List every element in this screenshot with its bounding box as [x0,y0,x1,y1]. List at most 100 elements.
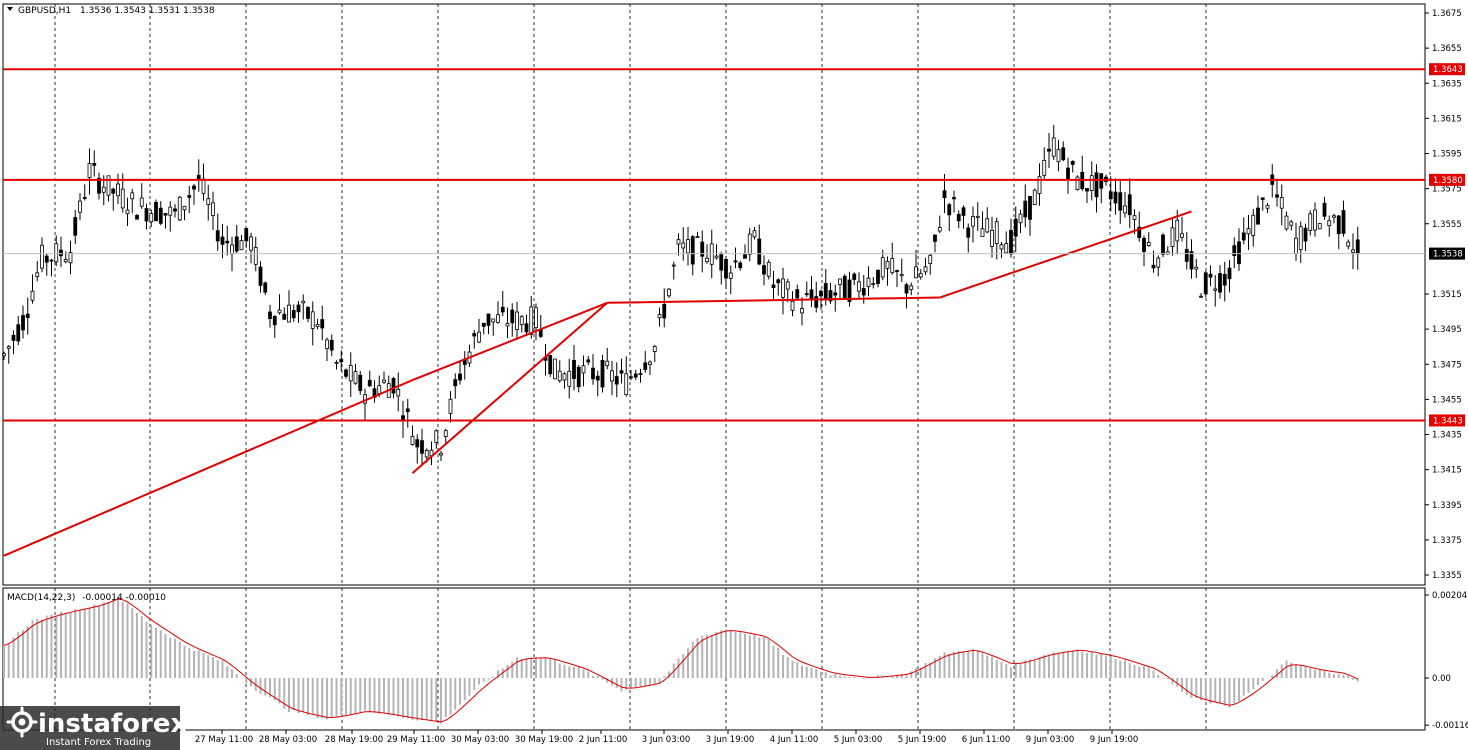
candle-body-bear [1028,195,1032,220]
candle [1142,235,1146,267]
candle-body-bear [762,265,766,275]
candle [54,235,59,266]
candle [1351,233,1355,270]
candle-body-bear [1336,215,1341,235]
macd-tick-label: 0.00 [1432,674,1451,684]
candle-body-bull [54,243,59,263]
candle-body-bear [1061,147,1066,161]
candle [462,351,467,380]
candle-body-bear [1161,234,1165,255]
candle-body-bull [1213,288,1218,291]
candle [296,300,301,323]
candle-body-bear [548,355,553,375]
candle [557,360,562,383]
price-tick-label: 1.3635 [1432,79,1462,89]
candle [491,318,496,336]
candle-body-bull [201,178,206,194]
dropdown-triangle-icon[interactable] [7,7,13,11]
candle [515,301,519,340]
candle [1023,184,1028,228]
candle-body-bull [648,361,652,366]
candle [1313,202,1317,237]
candle-body-bull [1199,295,1203,298]
candle [538,314,543,339]
candle-body-bear [1241,232,1246,241]
candle-body-bear [538,329,543,337]
macd-header: MACD(14,22,3) -0.00014 -0.00010 [7,593,166,603]
candle-body-bear [952,197,956,200]
candle [201,163,206,201]
trendlines [3,210,1192,557]
candle-body-bear [244,228,249,242]
macd-tick-label: 0.00204 [1432,591,1467,601]
candle [657,307,662,327]
candle-body-bear [1118,192,1123,211]
candle [1009,218,1013,258]
price-tick-label: 1.3455 [1432,395,1462,405]
candle-body-bull [168,206,173,216]
candle-body-bull [714,255,719,259]
level-label-bg [1429,414,1465,427]
candle [961,205,966,229]
candle-body-bull [439,452,443,456]
candle-body-bull [1123,205,1127,214]
candle-body-bear [876,269,880,284]
candle-body-bear [1070,161,1075,165]
candle [842,274,847,300]
candle [605,347,610,370]
candle [220,223,225,259]
candle-body-bull [1032,189,1037,205]
candle [752,226,757,240]
time-label: 9 Jun 19:00 [1090,735,1139,745]
candle [1241,217,1246,245]
candle [168,201,173,232]
candle [1332,213,1336,224]
candle-body-bull [116,183,120,197]
candle [643,350,648,373]
candle-body-bull [534,307,538,329]
candle [762,255,766,286]
candle [1170,218,1175,256]
candle [1298,221,1303,263]
candle-body-bear [367,379,372,387]
candle [325,337,329,362]
time-label: 2 Jun 11:00 [579,735,628,745]
candle [1047,133,1051,168]
candle-body-bear [956,213,961,222]
candle-body-bear [795,289,800,299]
candle-body-bear [320,319,325,329]
candle-body-bull [871,283,876,285]
candle-body-bear [344,369,348,377]
candle-body-bear [97,177,101,194]
candle [1013,206,1018,253]
candle-body-bull [605,360,610,366]
candle [500,290,505,316]
candle-body-bear [510,309,515,324]
candle [339,350,344,372]
candle-body-bear [272,315,277,326]
candle [952,190,956,213]
candle [1146,232,1151,247]
candle-body-bull [667,288,671,297]
candle-body-bull [125,209,130,215]
candle-body-bear [586,359,591,363]
candle-body-bull [1175,219,1180,242]
candle [443,428,448,444]
candle-body-bull [1294,237,1298,254]
candle-body-bear [738,262,743,269]
candle [923,257,928,276]
candle-body-bull [63,258,68,263]
candle [928,253,933,275]
candle-body-bull [880,257,885,278]
candle [1222,261,1227,302]
candle [809,275,814,308]
candle [686,226,690,266]
candle [135,214,139,220]
candle-body-bull [477,331,481,343]
candle [348,352,353,398]
candle-body-bear [1222,273,1227,286]
candle [49,258,54,277]
candle-body-bear [329,339,334,351]
candle-body-bull [434,430,439,443]
candle-body-bear [234,236,239,252]
